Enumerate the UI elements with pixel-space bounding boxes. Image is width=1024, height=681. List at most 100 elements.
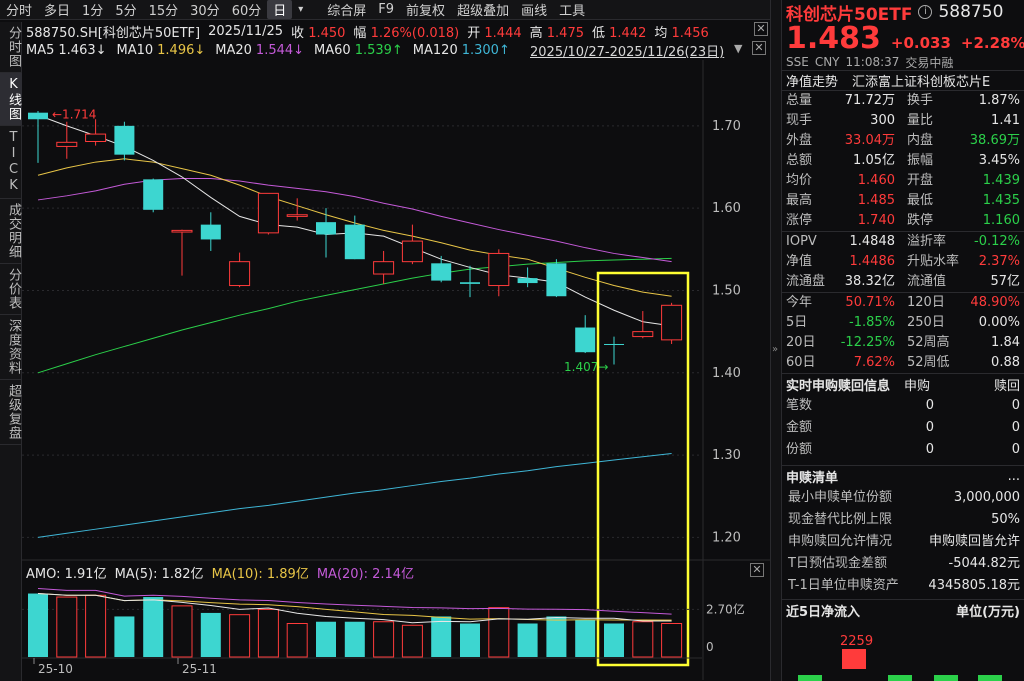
toolbar-item[interactable]: F9: [378, 2, 395, 17]
candle: [460, 265, 480, 298]
info-icon[interactable]: i: [918, 5, 933, 19]
flow-unit: 单位(万元): [956, 605, 1020, 620]
toolbar-item[interactable]: 前复权: [406, 4, 446, 19]
stat-label: 流通盘: [786, 274, 826, 289]
currency-label: CNY: [814, 55, 840, 69]
panel-collapse-bar[interactable]: »: [770, 0, 781, 681]
toolbar-item[interactable]: 工具: [559, 4, 586, 19]
volume-bar: [257, 608, 279, 658]
stat-value: 50.71%: [845, 295, 895, 310]
stat-cell: 量比 1.41: [903, 111, 1020, 131]
stat-value: -12.25%: [840, 335, 895, 350]
volume-bar: [114, 616, 135, 657]
toolbar-item[interactable]: 15分: [148, 4, 179, 19]
ma-legend-item: MA120 1.300↑: [413, 43, 510, 58]
chevron-right-icon[interactable]: »: [772, 344, 779, 355]
toolbar-item[interactable]: 综合屏: [327, 4, 367, 19]
fund-code: 588750: [938, 2, 1004, 22]
volume-legend: AMO: 1.91亿 MA(5): 1.82亿 MA(10): 1.89亿 MA(20…: [26, 563, 414, 582]
toolbar-item[interactable]: 5分: [115, 4, 137, 19]
stat-cell: 最高 1.485: [786, 191, 903, 211]
list-row: T日预估现金差额 -5044.82元: [782, 553, 1024, 575]
trade-status: 交易中融: [905, 55, 954, 70]
kline-chart[interactable]: 1.70 1.60 1.50 1.40 1.30 1.20 ←1.714 1.407→ 2.70…: [22, 60, 770, 681]
stat-label: 5日: [786, 315, 808, 330]
nav-tab[interactable]: 净值走势: [786, 75, 839, 90]
ma-value: 1.539↑: [354, 42, 403, 58]
candle: [661, 302, 683, 344]
close-icon[interactable]: ✕: [754, 22, 768, 36]
stat-cell: IOPV 1.4848: [786, 232, 903, 252]
candle: [546, 259, 567, 298]
price-tick-label: 1.70: [712, 119, 741, 134]
view-tab[interactable]: 成交明细: [0, 199, 22, 264]
redeem-col-redeem: 赎回: [993, 379, 1020, 394]
dropdown-triangle-icon[interactable]: ▼: [734, 42, 743, 55]
stat-cell: 净值 1.4486: [786, 252, 903, 272]
toolbar-item[interactable]: 30分: [190, 4, 220, 19]
close-ma-icon[interactable]: ✕: [752, 41, 766, 55]
stat-value: 1.435: [982, 193, 1020, 208]
nav-fund-name: 汇添富上证科创板芯片E: [852, 75, 991, 90]
view-tab[interactable]: 超级复盘: [0, 380, 22, 445]
stat-cell: 今年 50.71%: [786, 293, 903, 313]
ma120-line: [37, 452, 672, 538]
stat-cell: 涨停 1.740: [786, 211, 903, 231]
toolbar-item[interactable]: 1分: [82, 4, 104, 19]
redeem-label: 笔数: [786, 398, 813, 413]
flow-bar: [798, 675, 822, 681]
list-row: T-1日单位申赎资产 4345805.18元: [782, 575, 1024, 597]
toolbar-item[interactable]: 日: [267, 0, 293, 19]
time-label: 11:08:37: [845, 55, 900, 69]
redeem-table: 笔数 0 0 金额 0 0 份额 0 0: [782, 395, 1024, 461]
stat-row: 均价 1.460 开盘 1.439: [782, 171, 1024, 191]
date-label: 2025/11/25: [208, 23, 284, 39]
more-icon[interactable]: ...: [1007, 469, 1020, 484]
date-range-label[interactable]: 2025/10/27-2025/11/26(23日): [530, 45, 725, 60]
stat-cell: 现手 300: [786, 111, 903, 131]
view-tab[interactable]: 分价表: [0, 264, 22, 315]
toolbar-item[interactable]: 多日: [44, 4, 71, 19]
volume-tick-label: 0: [706, 640, 714, 654]
stat-value: 1.41: [991, 113, 1020, 128]
redeem-subscribe-value: 0: [925, 398, 934, 413]
redeem-label: 份额: [786, 442, 813, 457]
stat-cell: 流通值 57亿: [903, 272, 1020, 292]
candle: [604, 336, 624, 365]
flow-bar: [842, 649, 866, 669]
period-toolbar: 分时 多日 1分 5分 15分 30分 60分日 ▾ 综合屏 F9 前复权 超级叠加 画线 工具: [0, 0, 770, 20]
candle: [28, 111, 48, 163]
stat-value: 3.45%: [978, 153, 1020, 168]
quote-panel: 科创芯片50ETF i 588750 1.483 +0.033 +2.28% S…: [781, 0, 1024, 681]
close-volume-icon[interactable]: ✕: [750, 563, 764, 577]
stat-row: 总额 1.05亿 振幅 3.45%: [782, 151, 1024, 171]
stat-value: 0.00%: [978, 315, 1020, 330]
stat-label: 今年: [786, 295, 813, 310]
toolbar-item[interactable]: 60分: [231, 4, 262, 19]
view-tab[interactable]: K线图: [0, 73, 22, 126]
vol-ma10-line: [37, 593, 672, 621]
view-tab[interactable]: TICK: [0, 126, 22, 199]
price-change-pct: +2.28%: [960, 34, 1024, 52]
stat-label: 外盘: [786, 133, 813, 148]
toolbar-item[interactable]: 画线: [521, 4, 548, 19]
period-dropdown-icon[interactable]: ▾: [298, 4, 304, 15]
toolbar-item[interactable]: 超级叠加: [457, 4, 510, 19]
stat-cell: 振幅 3.45%: [903, 151, 1020, 171]
ma-value: 1.463↓: [58, 42, 107, 58]
view-tab[interactable]: 分时图: [0, 22, 22, 73]
toolbar-item[interactable]: 分时: [6, 4, 33, 19]
candle: [171, 229, 193, 276]
candle: [373, 250, 395, 284]
stat-cell: 外盘 33.04万: [786, 131, 903, 151]
stat-cell: 开盘 1.439: [903, 171, 1020, 191]
view-tab[interactable]: 深度资料: [0, 315, 22, 380]
stat-label: 现手: [786, 113, 813, 128]
list-value: 3,000,000: [953, 490, 1020, 505]
stat-cell: 总额 1.05亿: [786, 151, 903, 171]
list-label: 申购赎回允许情况: [788, 534, 893, 549]
redeem-row: 金额 0 0: [782, 417, 1024, 439]
stat-row: 60日 7.62% 52周低 0.88: [782, 353, 1024, 373]
stat-label: 250日: [907, 315, 945, 330]
stat-value: 1.87%: [978, 93, 1020, 108]
